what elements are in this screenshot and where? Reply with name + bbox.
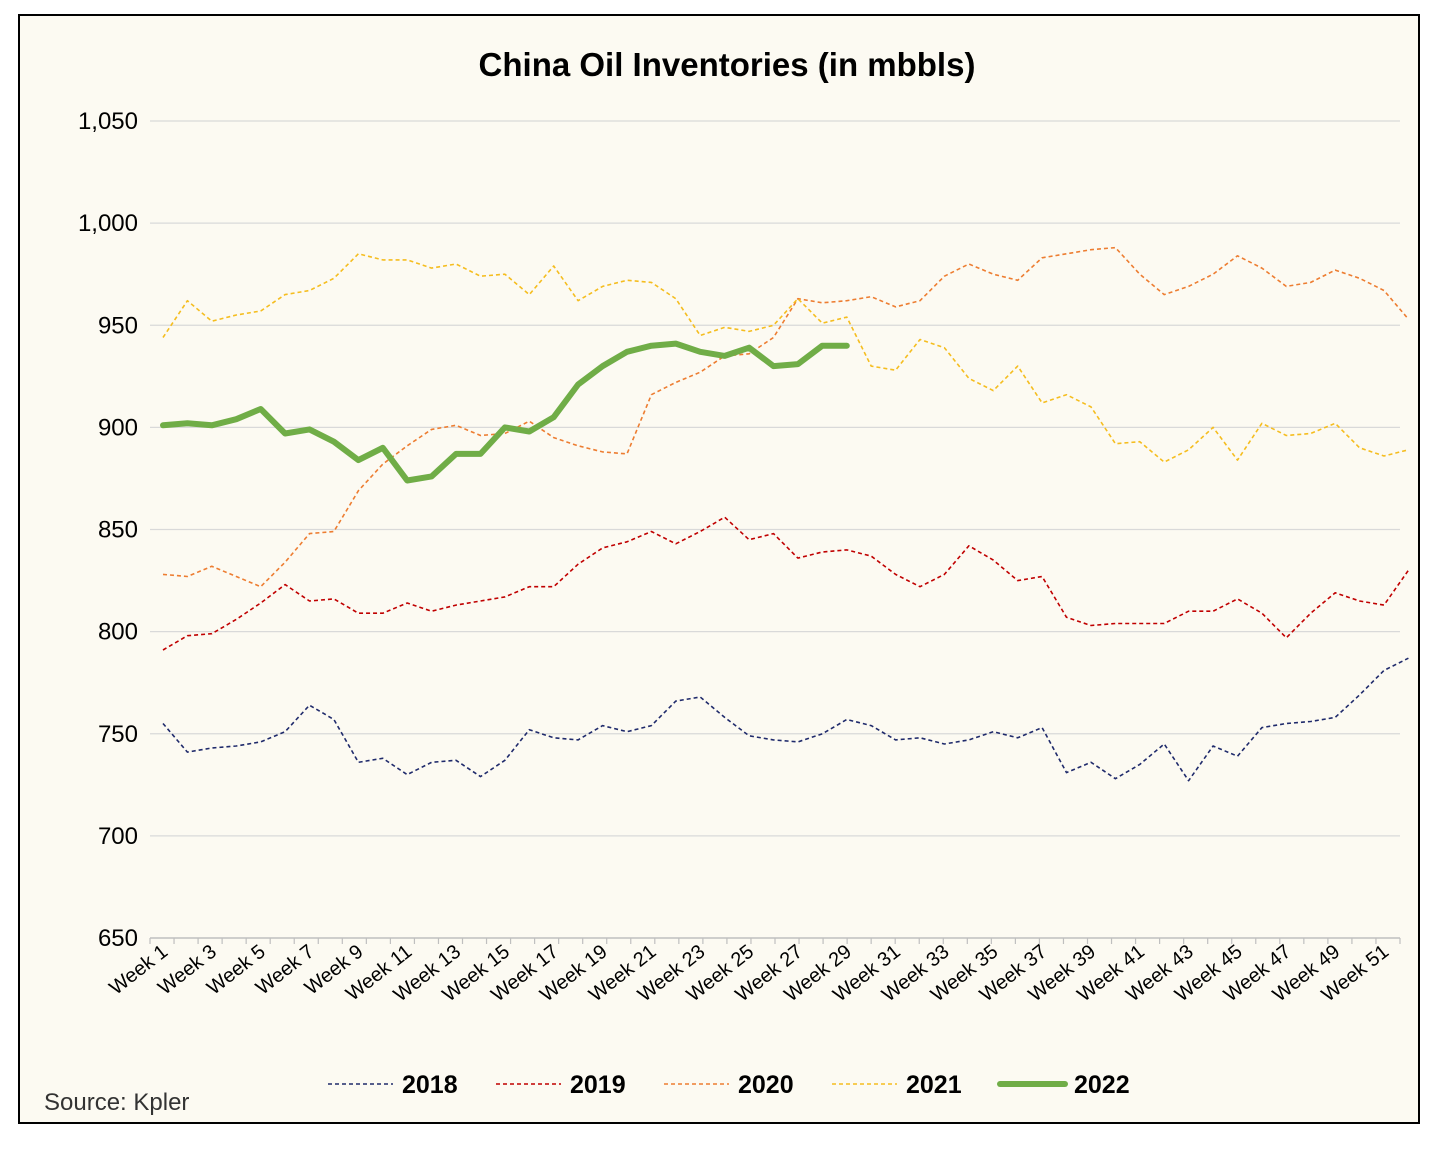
series-lines [160, 246, 1410, 782]
legend-label: 2020 [738, 1071, 794, 1099]
chart-svg: China Oil Inventories (in mbbls) 1,0501,… [44, 46, 1410, 1116]
y-tick-label: 1,050 [78, 108, 138, 135]
legend: 2018 2019 2020 2021 2022 [328, 1071, 1130, 1099]
legend-label: 2018 [402, 1071, 458, 1099]
legend-label: 2022 [1074, 1071, 1130, 1099]
legend-label: 2021 [906, 1071, 962, 1099]
series-line-2020 [162, 246, 1410, 588]
y-tick-label: 850 [98, 517, 138, 544]
y-tick-label: 650 [98, 925, 138, 952]
y-tick-label: 950 [98, 312, 138, 339]
series-line-2019 [162, 516, 1410, 651]
chart-title: China Oil Inventories (in mbbls) [479, 46, 976, 83]
source-note: Source: Kpler [44, 1089, 189, 1116]
legend-label: 2019 [570, 1071, 626, 1099]
chart-frame: China Oil Inventories (in mbbls) 1,050 1,… [18, 14, 1420, 1124]
grid-lines [150, 120, 1400, 837]
y-axis-ticks: 1,050 1,000 950 900 850 800 750 700 650 [78, 108, 138, 952]
y-tick-label: 900 [98, 414, 138, 441]
y-tick-label: 700 [98, 823, 138, 850]
y-tick-label: 750 [98, 721, 138, 748]
series-line-2022 [160, 340, 850, 484]
y-tick-label: 800 [98, 619, 138, 646]
series-line-2021 [162, 253, 1409, 463]
y-tick-label: 1,000 [78, 210, 138, 237]
series-line-2018 [162, 657, 1409, 782]
